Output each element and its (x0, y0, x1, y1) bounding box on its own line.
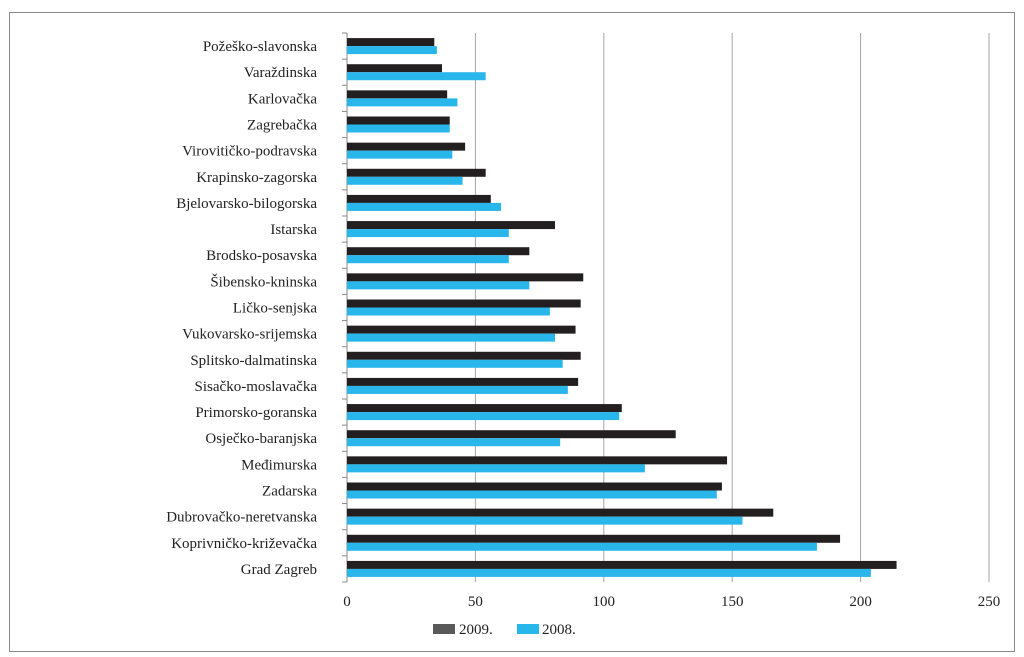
bar-2009 (347, 560, 897, 569)
legend-label-2008: 2008. (542, 622, 576, 638)
bar-2008 (347, 438, 561, 447)
y-tick-label: Grad Zagreb (241, 562, 317, 578)
bar-2008 (347, 98, 458, 107)
bar-2009 (347, 482, 722, 491)
bar-2008 (347, 202, 502, 211)
bar-2008 (347, 385, 568, 394)
y-tick-label: Virovitičko-podravska (182, 144, 317, 160)
y-tick-label: Istarska (270, 222, 317, 238)
bar-2009 (347, 168, 486, 177)
x-tick-label: 200 (849, 594, 872, 610)
x-tick-label: 50 (468, 594, 483, 610)
bar-2008 (347, 124, 450, 133)
y-tick-label: Bjelovarsko-bilogorska (176, 196, 317, 212)
bar-2009 (347, 534, 841, 543)
bar-2009 (347, 351, 581, 360)
bar-2009 (347, 456, 728, 465)
bar-2008 (347, 516, 743, 525)
bar-2009 (347, 377, 579, 386)
chart-frame: Požeško-slavonska Varaždinska Karlovačka Za… (9, 12, 1015, 652)
y-tick-label: Sisačko-moslavačka (195, 379, 318, 395)
bar-2008 (347, 359, 563, 368)
bar-2009 (347, 116, 450, 125)
legend-swatch-2008 (517, 624, 539, 634)
bar-2009 (347, 508, 774, 517)
bar-2008 (347, 150, 453, 159)
y-tick-label: Osječko-baranjska (205, 431, 317, 447)
y-tick-label: Karlovačka (248, 91, 317, 107)
x-tick-label: 100 (593, 594, 616, 610)
bar-2008 (347, 307, 550, 316)
y-tick-label: Varaždinska (244, 65, 318, 81)
bar-2008 (347, 490, 717, 499)
y-tick-label: Ličko-senjska (233, 301, 317, 317)
bar-2008 (347, 568, 871, 577)
bar-2008 (347, 281, 530, 290)
y-tick-label: Šibensko-kninska (210, 273, 317, 290)
bar-2009 (347, 221, 556, 230)
y-tick-label: Krapinsko-zagorska (196, 170, 317, 186)
y-tick-label: Zadarska (262, 484, 317, 500)
y-tick-label: Koprivničko-križevačka (171, 536, 317, 552)
bar-2008 (347, 412, 620, 421)
y-tick-label: Zagrebačka (247, 118, 317, 134)
y-tick-label: Brodsko-posavska (206, 248, 317, 264)
bar-chart: Požeško-slavonska Varaždinska Karlovačka Za… (166, 32, 1001, 638)
bar-2009 (347, 194, 491, 203)
x-tick-label: 0 (343, 594, 351, 610)
y-tick-label: Vukovarsko-srijemska (182, 327, 317, 343)
bar-2008 (347, 542, 817, 551)
bar-2009 (347, 325, 576, 334)
y-tick-label: Međimurska (241, 457, 317, 473)
y-tick-label: Splitsko-dalmatinska (190, 353, 317, 369)
x-tick-label: 250 (978, 594, 1001, 610)
bar-2009 (347, 90, 448, 99)
bar-2008 (347, 72, 486, 81)
bar-2008 (347, 46, 437, 55)
bar-2009 (347, 430, 676, 439)
bar-2009 (347, 64, 443, 73)
bar-2009 (347, 404, 622, 413)
bar-2008 (347, 333, 556, 342)
x-tick-label: 150 (721, 594, 744, 610)
bar-2008 (347, 176, 463, 185)
y-tick-label: Požeško-slavonska (203, 39, 317, 55)
bar-2009 (347, 273, 584, 282)
legend-swatch-2009 (433, 624, 455, 634)
bar-2009 (347, 299, 581, 308)
bar-2009 (347, 142, 466, 151)
legend-label-2009: 2009. (459, 622, 493, 638)
bar-2008 (347, 464, 645, 473)
bar-2009 (347, 247, 530, 256)
bar-2009 (347, 38, 435, 47)
bar-2008 (347, 229, 509, 238)
y-tick-label: Dubrovačko-neretvanska (166, 510, 317, 526)
bar-2008 (347, 255, 509, 264)
y-tick-label: Primorsko-goranska (195, 405, 317, 421)
